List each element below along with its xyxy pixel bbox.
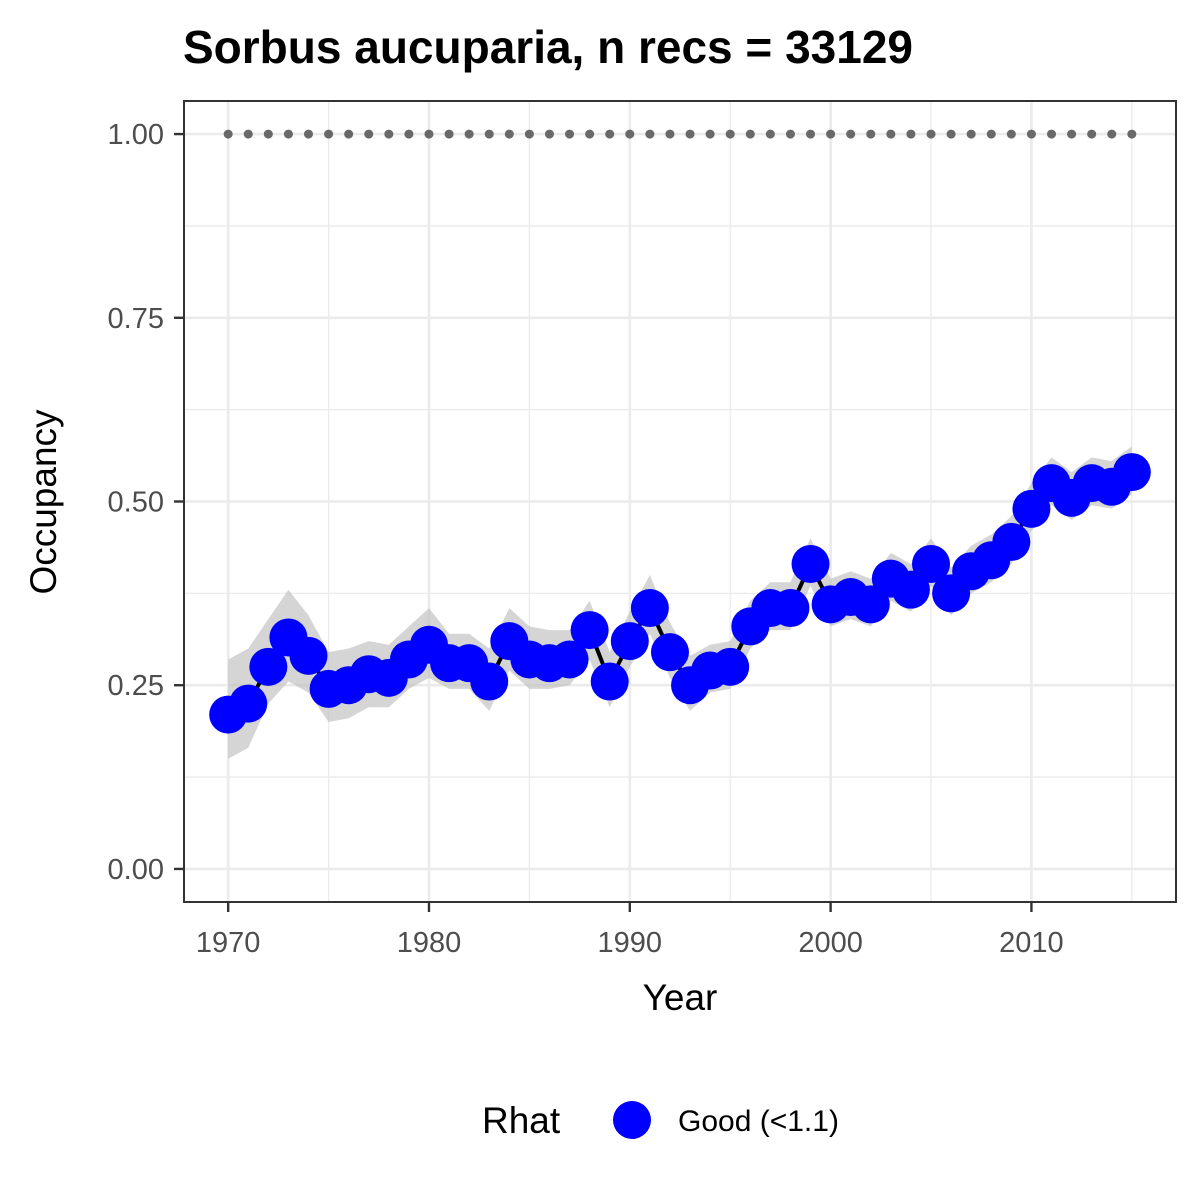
y-tick-label: 0.25 xyxy=(108,670,164,702)
reference-dot xyxy=(705,129,715,139)
reference-dot xyxy=(665,129,675,139)
data-point xyxy=(470,662,509,701)
data-point xyxy=(771,589,810,628)
reference-dot xyxy=(565,129,575,139)
data-point xyxy=(229,684,268,723)
reference-dot xyxy=(605,129,615,139)
reference-dot xyxy=(504,129,514,139)
data-point xyxy=(891,570,930,609)
reference-dot xyxy=(966,129,976,139)
data-point xyxy=(711,647,750,686)
reference-line xyxy=(223,129,1137,139)
y-tick-label: 1.00 xyxy=(108,119,164,151)
legend-label-good: Good (<1.1) xyxy=(678,1105,839,1138)
data-point xyxy=(610,622,649,661)
data-point xyxy=(590,662,629,701)
x-axis-title: Year xyxy=(643,977,718,1018)
data-point xyxy=(550,640,589,679)
reference-dot xyxy=(243,129,253,139)
reference-dot xyxy=(806,129,816,139)
y-axis-title: Occupancy xyxy=(23,409,64,595)
reference-dot xyxy=(524,129,534,139)
x-axis: 1970 1980 1990 2000 2010 xyxy=(196,902,1064,959)
y-tick-label: 0.00 xyxy=(108,854,164,886)
reference-dot xyxy=(765,129,775,139)
reference-dot xyxy=(585,129,595,139)
reference-dot xyxy=(745,129,755,139)
reference-dot xyxy=(625,129,635,139)
reference-dot xyxy=(685,129,695,139)
y-tick-label: 0.50 xyxy=(108,487,164,519)
reference-dot xyxy=(444,129,454,139)
reference-dot xyxy=(283,129,293,139)
reference-dot xyxy=(464,129,474,139)
reference-dot xyxy=(886,129,896,139)
data-point xyxy=(1112,453,1151,492)
x-tick-label: 1990 xyxy=(598,927,663,959)
reference-dot xyxy=(866,129,876,139)
data-point xyxy=(1012,489,1051,528)
x-tick-label: 1970 xyxy=(196,927,261,959)
data-point xyxy=(289,636,328,675)
reference-dot xyxy=(424,129,434,139)
reference-dot xyxy=(1107,129,1117,139)
x-tick-label: 2000 xyxy=(798,927,863,959)
reference-dot xyxy=(986,129,996,139)
data-point xyxy=(912,544,951,583)
reference-dot xyxy=(1046,129,1056,139)
reference-dot xyxy=(846,129,856,139)
data-point xyxy=(570,611,609,650)
legend-title: Rhat xyxy=(482,1100,561,1141)
data-point xyxy=(851,585,890,624)
reference-dot xyxy=(1026,129,1036,139)
reference-dot xyxy=(1006,129,1016,139)
reference-dot xyxy=(304,129,314,139)
reference-dot xyxy=(544,129,554,139)
reference-dot xyxy=(826,129,836,139)
legend-key-good xyxy=(613,1101,651,1139)
reference-dot xyxy=(404,129,414,139)
chart-title: Sorbus aucuparia, n recs = 33129 xyxy=(183,21,913,73)
reference-dot xyxy=(484,129,494,139)
reference-dot xyxy=(725,129,735,139)
reference-dot xyxy=(926,129,936,139)
reference-dot xyxy=(344,129,354,139)
x-tick-label: 1980 xyxy=(397,927,462,959)
reference-dot xyxy=(364,129,374,139)
x-tick-label: 2010 xyxy=(999,927,1064,959)
reference-dot xyxy=(263,129,273,139)
reference-dot xyxy=(223,129,233,139)
reference-dot xyxy=(785,129,795,139)
reference-dot xyxy=(645,129,655,139)
data-point xyxy=(650,633,689,672)
reference-dot xyxy=(324,129,334,139)
data-point xyxy=(791,544,830,583)
y-axis: 0.00 0.25 0.50 0.75 1.00 xyxy=(108,119,184,886)
y-tick-label: 0.75 xyxy=(108,303,164,335)
reference-dot xyxy=(1067,129,1077,139)
data-point xyxy=(249,647,288,686)
legend: Rhat Good (<1.1) xyxy=(482,1100,839,1141)
reference-dot xyxy=(384,129,394,139)
data-point xyxy=(630,589,669,628)
data-point xyxy=(992,522,1031,561)
reference-dot xyxy=(1087,129,1097,139)
reference-dot xyxy=(906,129,916,139)
occupancy-points xyxy=(209,453,1151,734)
reference-dot xyxy=(1127,129,1137,139)
reference-dot xyxy=(946,129,956,139)
